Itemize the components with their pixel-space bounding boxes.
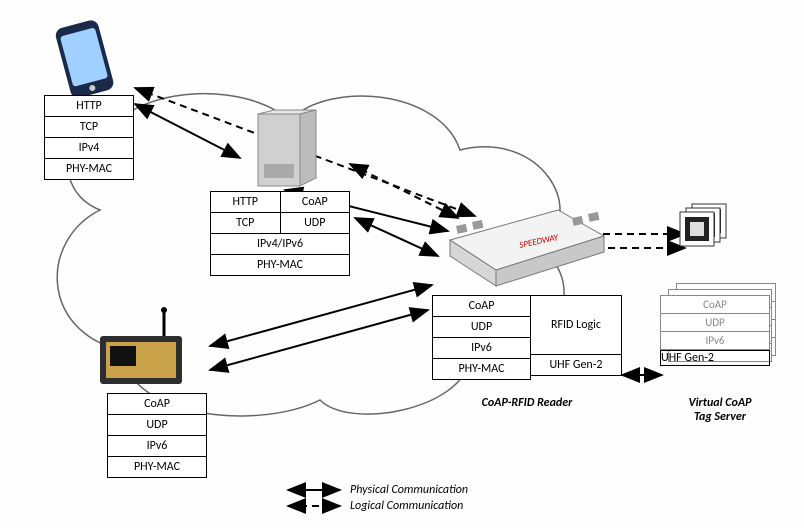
stack-row: PHY-MAC (210, 254, 350, 276)
reader-left-row: PHY-MAC (432, 358, 531, 380)
stack-row: TCP (44, 116, 134, 138)
stack-row: UDP (107, 414, 207, 436)
stack-row: IPv4/IPv6 (210, 233, 350, 255)
tag-caption: Virtual CoAP Tag Server (660, 396, 780, 424)
reader-left-row: IPv6 (432, 337, 531, 359)
tag-ghost-row: CoAP (660, 295, 770, 314)
tag-uhf-row: UHF Gen-2 (660, 350, 770, 366)
stack-row: CoAP (107, 393, 207, 415)
tag-ghost-row: UDP (660, 313, 770, 332)
coap-rfid-reader-stack: CoAPUDPIPv6PHY-MAC RFID LogicUHF Gen-2 (432, 296, 622, 380)
reader-left-row: CoAP (432, 295, 531, 317)
legend-physical: Physical Communication (350, 483, 468, 497)
phone-protocol-stack: HTTPTCPIPv4PHY-MAC (44, 96, 134, 180)
stack-cell: CoAP (280, 191, 351, 213)
virtual-coap-tag-server-stack: CoAPUDPIPv6UHF Gen-2 (660, 296, 770, 366)
stack-row: PHY-MAC (44, 158, 134, 180)
stack-cell: HTTP (210, 191, 281, 213)
embedded-device-protocol-stack: CoAPUDPIPv6PHY-MAC (107, 394, 207, 478)
stack-row: HTTP (44, 95, 134, 117)
stack-cell: TCP (210, 212, 281, 234)
reader-caption: CoAP-RFID Reader (432, 396, 622, 410)
stack-row: IPv4 (44, 137, 134, 159)
reader-rfid-logic: RFID Logic (530, 295, 622, 355)
stack-row: PHY-MAC (107, 456, 207, 478)
tag-ghost-row: IPv6 (660, 331, 770, 350)
server-protocol-stack: HTTPCoAPTCPUDPIPv4/IPv6PHY-MAC (210, 192, 350, 276)
stack-row: IPv6 (107, 435, 207, 457)
reader-uhf: UHF Gen-2 (530, 354, 622, 376)
legend-logical: Logical Communication (350, 499, 463, 513)
reader-left-row: UDP (432, 316, 531, 338)
stack-cell: UDP (280, 212, 351, 234)
